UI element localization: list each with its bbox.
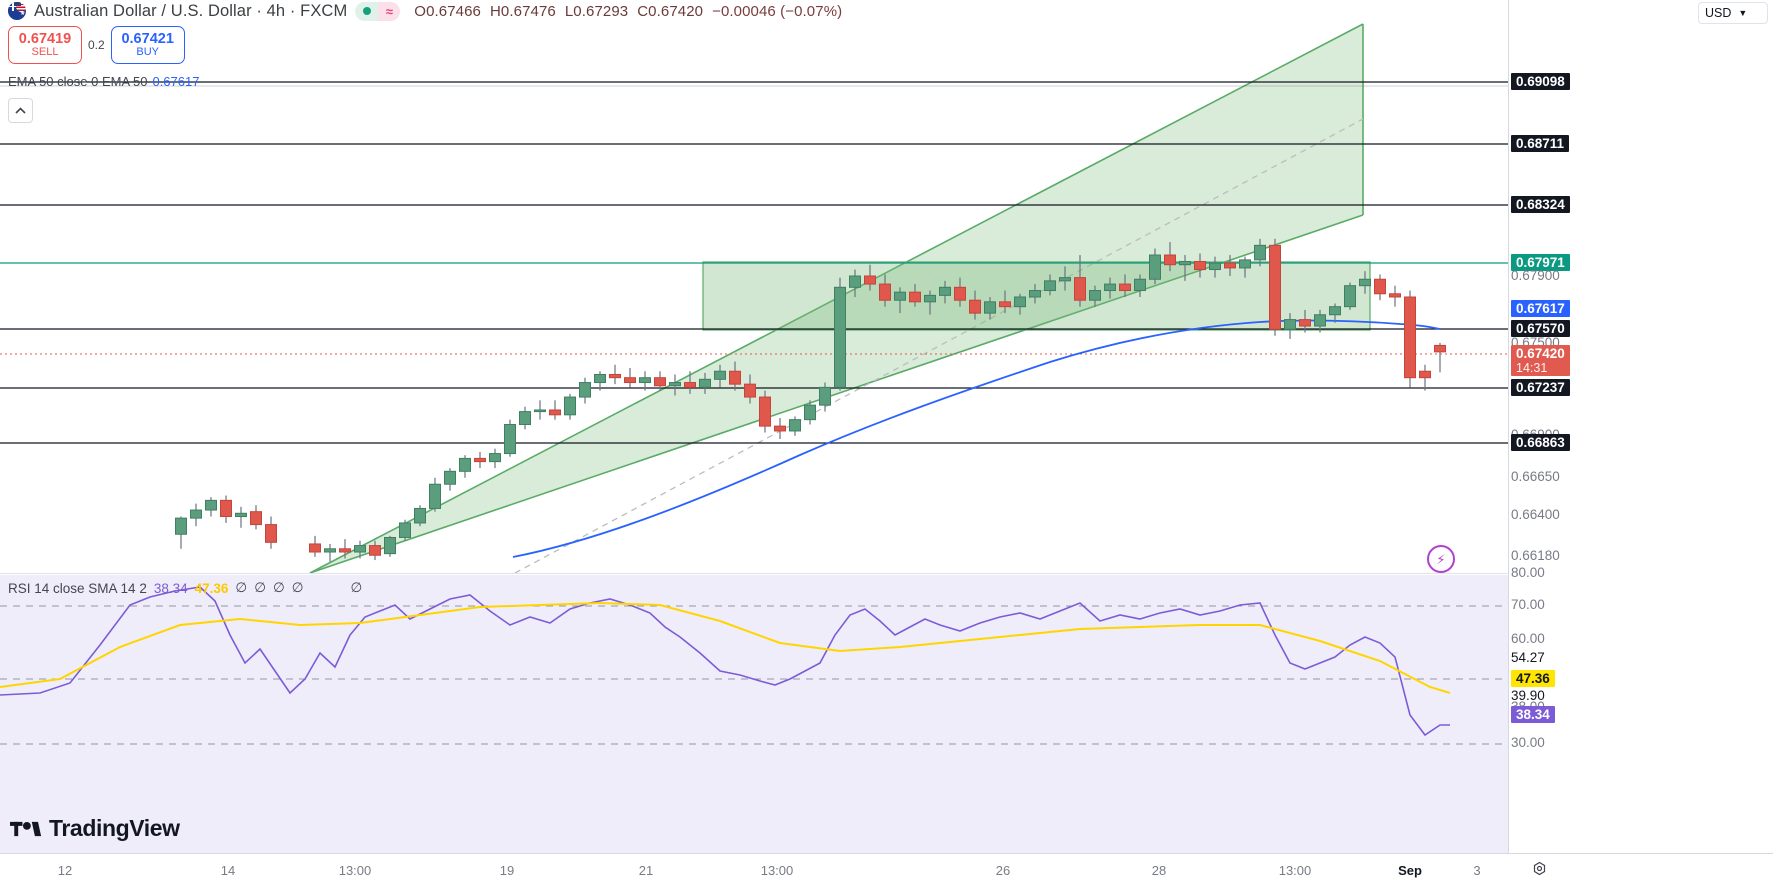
- ohlc-values: O0.67466 H0.67476 L0.67293 C0.67420 −0.00046…: [414, 3, 851, 20]
- buy-button[interactable]: 0.67421 BUY: [110, 26, 185, 64]
- time-axis[interactable]: 12 14 13:00 19 21 13:00 26 28 13:00 Sep 3: [0, 853, 1773, 888]
- audusd-flag-icon: ★: [8, 2, 26, 20]
- sell-button[interactable]: 0.67419 SELL: [8, 26, 82, 64]
- axis-label-47.36: 47.36: [1511, 670, 1555, 687]
- tradingview-wordmark: TradingView: [49, 815, 180, 841]
- time-label-Sep: Sep: [1398, 863, 1422, 878]
- axis-label-54.27: 54.27: [1511, 650, 1545, 665]
- time-label-1300: 13:00: [338, 863, 372, 878]
- axis-label-0.67971: 0.67971: [1511, 254, 1570, 271]
- axis-label-0.66863: 0.66863: [1511, 434, 1570, 451]
- lightning-bolt-icon[interactable]: ⚡: [1427, 545, 1455, 573]
- time-label-19: 19: [499, 863, 515, 878]
- tradingview-mark-icon: [10, 821, 42, 836]
- sell-price: 0.67419: [18, 30, 72, 47]
- gear-icon: [1533, 861, 1546, 876]
- currency-selector[interactable]: USD ▼: [1698, 2, 1768, 24]
- pane-divider[interactable]: [0, 573, 1508, 574]
- symbol-legend: ★ Australian Dollar / U.S. Dollar · 4h ·…: [8, 0, 851, 22]
- time-label-26: 26: [995, 863, 1011, 878]
- axis-label-0.67617: 0.67617: [1511, 300, 1570, 317]
- collapse-legend-button[interactable]: [8, 98, 33, 123]
- rsi-sma-line: [0, 601, 1451, 694]
- axis-label-0.68324: 0.68324: [1511, 196, 1570, 213]
- symbol-title[interactable]: Australian Dollar / U.S. Dollar · 4h · F…: [34, 1, 348, 20]
- market-open-dot-icon: [355, 1, 379, 21]
- time-label-1300: 13:00: [760, 863, 794, 878]
- axis-label-60.00: 60.00: [1511, 631, 1545, 646]
- ema-indicator-legend[interactable]: EMA 50 close 0 EMA 50 0.67617: [8, 74, 199, 89]
- chart-settings-icon[interactable]: [1530, 861, 1549, 880]
- axis-label-0.67900: 0.67900: [1511, 268, 1560, 283]
- rsi-na-1: ∅: [235, 580, 248, 595]
- rsi-na-5: ∅: [350, 580, 363, 595]
- chevron-up-icon: [15, 107, 26, 114]
- change-value: −0.00046 (−0.07%): [712, 2, 843, 20]
- axis-label-39.90: 39.90: [1511, 688, 1545, 703]
- sma-legend-value: 47.36: [194, 580, 229, 596]
- spread-value: 0.2: [88, 38, 105, 52]
- chevron-down-icon: ▼: [1738, 7, 1748, 18]
- time-label-28: 28: [1151, 863, 1167, 878]
- axis-label-0.67420: 0.67420 14:31: [1511, 345, 1570, 376]
- high-value: H0.67476: [490, 2, 556, 20]
- market-status-pill[interactable]: ≈: [355, 1, 401, 21]
- rsi-line: [0, 586, 1450, 737]
- rsi-legend-title: RSI 14 close SMA 14 2: [8, 580, 147, 596]
- buy-label: BUY: [136, 45, 159, 58]
- axis-label-0.66650: 0.66650: [1511, 469, 1560, 484]
- price-chart-svg: [0, 23, 1508, 574]
- price-chart-pane[interactable]: [0, 0, 1508, 574]
- ema-legend-title: EMA 50 close 0 EMA 50: [8, 74, 148, 89]
- axis-label-30.00: 30.00: [1511, 735, 1545, 750]
- tradingview-logo[interactable]: TradingView: [10, 815, 180, 842]
- price-axis[interactable]: USD ▼ 0.69098 0.68711 0.68324 0.67971 0.6790…: [1508, 0, 1773, 853]
- rsi-na-4: ∅: [291, 580, 304, 595]
- axis-label-0.66180: 0.66180: [1511, 548, 1560, 563]
- rsi-indicator-legend[interactable]: RSI 14 close SMA 14 2 38.34 47.36 ∅ ∅ ∅ …: [8, 580, 362, 596]
- axis-label-80.00: 80.00: [1511, 565, 1545, 580]
- axis-label-0.69098: 0.69098: [1511, 73, 1570, 90]
- axis-label-0.67570: 0.67570: [1511, 320, 1570, 337]
- currency-label: USD: [1705, 6, 1732, 20]
- axis-label-0.67237: 0.67237: [1511, 379, 1570, 396]
- time-label-12: 12: [57, 863, 73, 878]
- rsi-na-2: ∅: [254, 580, 266, 595]
- buy-price: 0.67421: [121, 30, 174, 47]
- low-value: L0.67293: [564, 2, 629, 20]
- trade-buttons: 0.67419 SELL 0.2 0.67421 BUY: [8, 26, 185, 64]
- rsi-indicator-pane[interactable]: [0, 575, 1508, 853]
- ema-50-line: [512, 319, 1441, 558]
- rsi-chart-svg: [0, 586, 1508, 745]
- delayed-data-icon: ≈: [378, 1, 401, 21]
- candlestick-series: [175, 238, 1446, 562]
- sell-label: SELL: [31, 45, 59, 58]
- open-value: O0.67466: [414, 2, 481, 20]
- time-label-1300: 13:00: [1278, 863, 1312, 878]
- axis-label-38.34: 38.34: [1511, 706, 1555, 723]
- countdown-timer: 14:31: [1516, 361, 1548, 375]
- rsi-legend-value: 38.34: [153, 580, 188, 596]
- time-label-21: 21: [638, 863, 654, 878]
- time-label-14: 14: [220, 863, 236, 878]
- close-value: C0.67420: [637, 2, 704, 20]
- ema-legend-value: 0.67617: [152, 74, 200, 89]
- axis-label-0.68711: 0.68711: [1511, 135, 1570, 152]
- axis-label-70.00: 70.00: [1511, 597, 1545, 612]
- axis-label-0.66400: 0.66400: [1511, 507, 1560, 522]
- time-label-3: 3: [1473, 863, 1481, 878]
- rsi-na-3: ∅: [272, 580, 285, 595]
